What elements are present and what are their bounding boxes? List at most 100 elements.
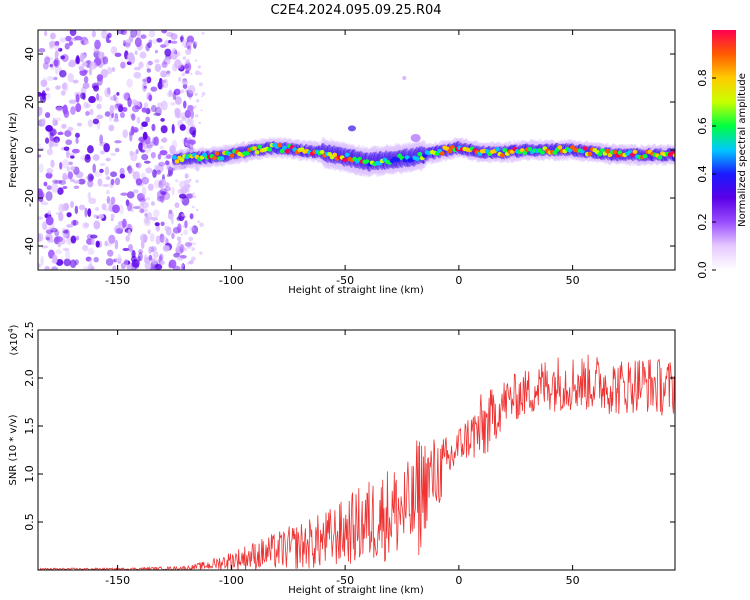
signal-peak bbox=[414, 156, 420, 161]
snr-ticks: -150 -100 -50 0 50 0.5 1.0 1.5 2.0 2.5 bbox=[23, 321, 675, 587]
noise-blob bbox=[157, 81, 164, 90]
noise-blob bbox=[46, 185, 52, 191]
noise-blob bbox=[68, 152, 76, 156]
noise-blob bbox=[83, 40, 90, 45]
noise-blob bbox=[84, 207, 88, 218]
noise-blob bbox=[126, 202, 132, 212]
noise-blob bbox=[98, 214, 105, 219]
noise-blob bbox=[129, 55, 135, 63]
noise-blob bbox=[130, 30, 138, 38]
noise-blob bbox=[197, 220, 200, 224]
noise-blob bbox=[38, 48, 46, 53]
snr-exponent: (x104) bbox=[7, 324, 20, 355]
y-tick-label: 40 bbox=[23, 47, 36, 61]
noise-blob bbox=[187, 117, 194, 126]
noise-blob bbox=[125, 235, 130, 242]
signal-peak bbox=[597, 152, 603, 157]
noise-blob bbox=[70, 155, 75, 159]
noise-blob bbox=[46, 76, 54, 81]
signal-peak bbox=[657, 155, 663, 160]
noise-blob bbox=[130, 125, 135, 136]
snr-panel: -150 -100 -50 0 50 0.5 1.0 1.5 2.0 2.5 Height of … bbox=[7, 321, 676, 596]
noise-blob bbox=[188, 41, 193, 46]
noise-blob bbox=[191, 225, 199, 235]
signal-peak bbox=[212, 155, 217, 161]
noise-blob bbox=[111, 67, 116, 72]
noise-blob bbox=[126, 78, 133, 88]
noise-blob bbox=[199, 222, 204, 228]
signal-peak bbox=[394, 157, 400, 163]
noise-blob bbox=[108, 124, 115, 132]
noise-blob bbox=[141, 176, 149, 185]
noise-blob bbox=[186, 147, 190, 151]
noise-blob bbox=[53, 138, 59, 147]
noise-blob bbox=[189, 242, 197, 246]
noise-blob bbox=[87, 119, 94, 128]
noise-blob bbox=[54, 50, 59, 58]
noise-blob bbox=[69, 259, 77, 268]
y-tick-label: 0.5 bbox=[23, 513, 36, 531]
snr-line bbox=[38, 354, 675, 570]
noise-blob bbox=[186, 243, 192, 249]
noise-blob bbox=[112, 204, 120, 214]
noise-blob bbox=[153, 112, 161, 116]
colorbar-tick-label: 0.4 bbox=[696, 165, 709, 183]
noise-blob bbox=[78, 66, 85, 72]
noise-blob bbox=[63, 258, 71, 267]
noise-blob bbox=[59, 69, 67, 78]
noise-blob bbox=[142, 78, 146, 83]
noise-blob bbox=[60, 90, 66, 96]
noise-blob bbox=[182, 225, 186, 228]
noise-blob bbox=[151, 258, 158, 265]
noise-blob bbox=[46, 148, 53, 156]
noise-blob bbox=[187, 84, 196, 94]
noise-blob bbox=[189, 178, 192, 182]
noise-blob bbox=[61, 158, 70, 169]
noise-blob bbox=[133, 66, 141, 71]
noise-blob bbox=[122, 247, 130, 252]
noise-blob bbox=[126, 61, 132, 66]
noise-blob bbox=[167, 166, 174, 175]
noise-blob bbox=[170, 33, 178, 41]
signal-peak bbox=[267, 147, 272, 152]
noise-blob bbox=[125, 223, 131, 230]
noise-blob bbox=[191, 124, 196, 128]
noise-blob bbox=[88, 67, 93, 76]
noise-blob bbox=[165, 154, 172, 159]
noise-blob bbox=[78, 204, 86, 211]
noise-blob bbox=[146, 76, 152, 84]
signal-peak bbox=[642, 153, 648, 159]
noise-blob bbox=[74, 205, 79, 215]
noise-blob bbox=[190, 72, 193, 76]
noise-blob bbox=[144, 254, 148, 262]
noise-blob bbox=[66, 166, 70, 173]
y-tick-label: 1.5 bbox=[23, 417, 36, 435]
noise-blob bbox=[44, 112, 51, 118]
noise-blob bbox=[62, 229, 69, 234]
noise-blob bbox=[66, 224, 74, 228]
noise-blob bbox=[180, 267, 184, 270]
noise-blob bbox=[141, 121, 148, 128]
noise-blob bbox=[67, 126, 74, 132]
noise-blob bbox=[82, 82, 90, 89]
noise-blob bbox=[168, 89, 173, 97]
noise-blob bbox=[135, 149, 139, 155]
noise-blob bbox=[46, 57, 54, 61]
noise-blob bbox=[87, 191, 92, 200]
noise-blob bbox=[199, 251, 203, 255]
noise-blob bbox=[59, 37, 67, 43]
noise-blob bbox=[201, 95, 204, 98]
noise-blob bbox=[192, 192, 195, 195]
noise-blob bbox=[53, 76, 58, 81]
noise-blob bbox=[42, 61, 49, 70]
noise-blob bbox=[144, 160, 151, 164]
noise-blob bbox=[123, 257, 129, 268]
signal-peak bbox=[252, 146, 257, 151]
noise-blob bbox=[180, 89, 185, 94]
noise-blob bbox=[89, 258, 93, 268]
noise-blob bbox=[183, 45, 187, 49]
noise-blob bbox=[75, 93, 80, 103]
noise-blob bbox=[41, 221, 48, 231]
noise-blob bbox=[134, 37, 142, 48]
noise-blob bbox=[55, 117, 61, 122]
